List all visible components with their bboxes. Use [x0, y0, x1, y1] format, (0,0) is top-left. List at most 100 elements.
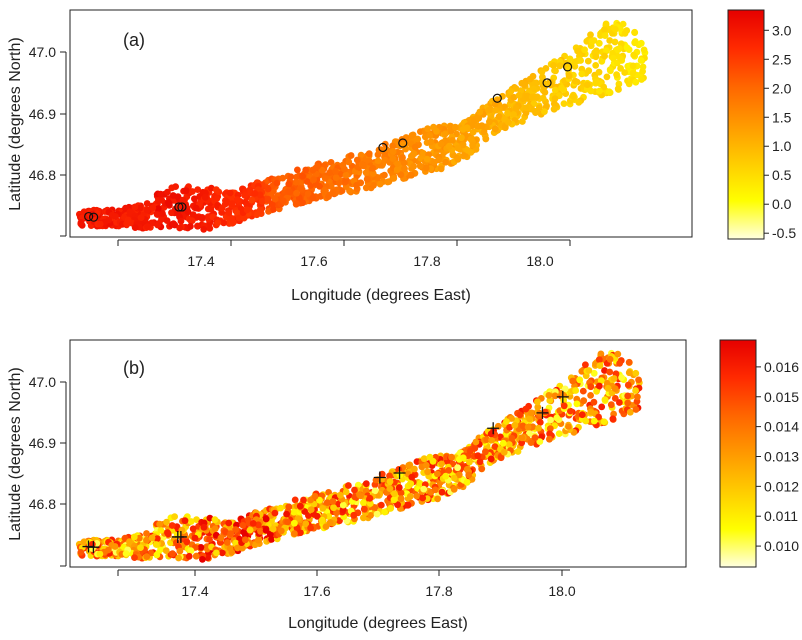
data-point — [175, 554, 183, 562]
data-point — [256, 206, 264, 214]
data-point — [505, 118, 512, 126]
panel-a-y-ticks — [60, 51, 66, 237]
data-point — [437, 140, 445, 148]
data-point — [386, 472, 393, 480]
data-point — [609, 415, 617, 423]
data-point — [363, 175, 371, 183]
data-point — [362, 480, 370, 488]
data-point — [201, 193, 209, 201]
data-point — [495, 113, 503, 120]
data-point — [546, 397, 554, 404]
data-point — [565, 66, 572, 74]
data-point — [408, 473, 416, 481]
station-marker-circle — [84, 211, 94, 222]
data-point — [158, 215, 165, 223]
data-point — [640, 46, 648, 54]
data-point — [293, 200, 300, 208]
data-point — [177, 217, 185, 225]
panel-b-plot-frame — [69, 339, 687, 568]
data-point — [371, 487, 379, 495]
data-point — [332, 174, 340, 182]
data-point — [191, 534, 199, 542]
data-point — [629, 69, 637, 77]
data-point — [547, 416, 554, 424]
data-point — [536, 438, 544, 445]
data-point — [137, 544, 144, 551]
data-point — [172, 183, 180, 191]
data-point — [578, 411, 586, 419]
data-point — [596, 87, 603, 95]
data-point — [213, 195, 221, 203]
data-point — [222, 528, 229, 536]
data-point — [325, 513, 333, 520]
data-point — [595, 68, 603, 76]
data-point — [309, 166, 317, 174]
data-point — [540, 79, 548, 87]
data-point — [356, 491, 363, 499]
data-point — [410, 150, 418, 158]
data-point — [163, 518, 170, 526]
data-point — [471, 444, 479, 452]
data-point — [292, 178, 300, 186]
data-point — [149, 204, 157, 212]
data-point — [459, 141, 467, 149]
data-point — [571, 77, 579, 85]
data-point — [536, 104, 543, 112]
data-point — [384, 178, 392, 186]
data-point — [572, 387, 580, 394]
data-point — [365, 150, 373, 158]
data-point — [367, 512, 374, 519]
data-point — [239, 544, 246, 552]
data-point — [503, 418, 510, 425]
data-point — [522, 109, 530, 117]
data-point — [194, 222, 202, 230]
data-point — [153, 551, 161, 559]
colorbar-tick-label: 0.016 — [764, 359, 799, 375]
data-point — [416, 162, 424, 170]
data-point — [189, 525, 197, 533]
data-point — [551, 67, 558, 74]
colorbar-tick-label: 0.0 — [772, 196, 792, 212]
data-point — [600, 83, 608, 91]
station-marker-circle — [542, 78, 552, 88]
data-point — [256, 191, 264, 199]
data-point — [469, 128, 477, 136]
data-point — [527, 409, 535, 417]
data-point — [420, 150, 427, 157]
data-point — [514, 448, 522, 455]
data-point — [394, 501, 401, 509]
data-point — [592, 78, 600, 86]
data-point — [302, 166, 310, 174]
data-point — [621, 30, 629, 37]
data-point — [220, 219, 228, 227]
data-point — [576, 376, 584, 384]
data-point — [249, 520, 257, 527]
colorbar-tick-label: 0.012 — [764, 478, 799, 494]
data-point — [497, 454, 505, 462]
data-point — [326, 519, 334, 527]
data-point — [319, 517, 326, 525]
data-point — [207, 206, 215, 213]
data-point — [583, 81, 591, 89]
data-point — [595, 413, 602, 421]
data-point — [254, 536, 262, 544]
data-point — [423, 155, 431, 163]
data-point — [157, 527, 165, 534]
station-marker-plus — [487, 422, 500, 435]
data-point — [445, 467, 453, 474]
data-point — [404, 501, 412, 509]
data-point — [416, 480, 424, 487]
data-point — [296, 185, 304, 193]
data-point — [390, 490, 398, 498]
panel-a-x-tick-label: 17.8 — [413, 253, 440, 269]
station-marker-circle — [174, 202, 184, 212]
data-point — [584, 57, 592, 65]
data-point — [487, 455, 495, 463]
data-point — [632, 406, 640, 413]
data-point — [386, 485, 394, 492]
data-point — [291, 530, 298, 537]
data-point — [181, 517, 189, 524]
data-point — [512, 85, 520, 92]
data-point — [553, 414, 561, 422]
data-point — [437, 165, 445, 173]
